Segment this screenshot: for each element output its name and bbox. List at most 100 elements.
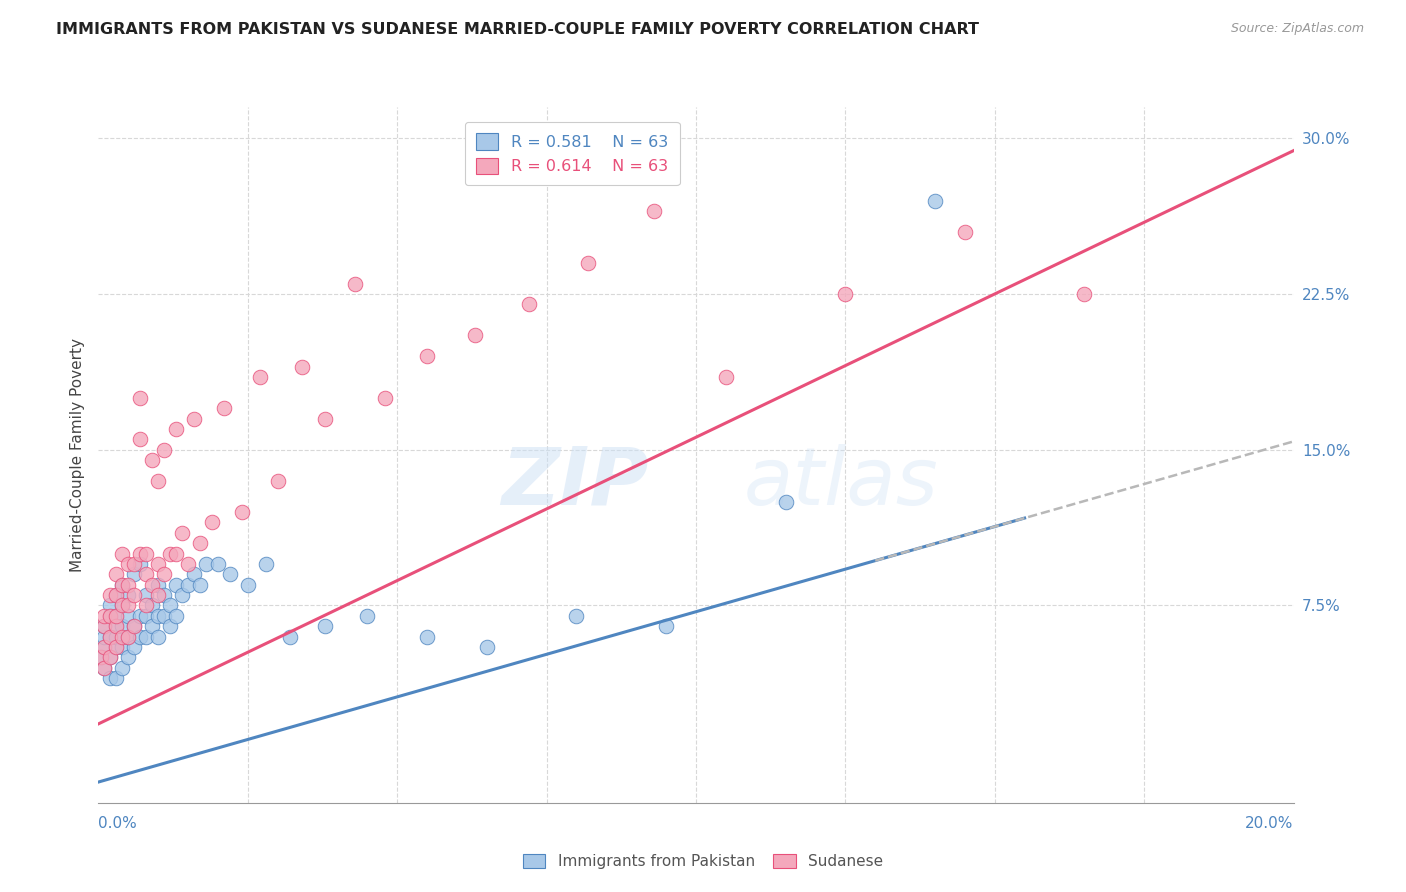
Point xyxy=(105,588,128,602)
Point xyxy=(117,630,139,644)
Point xyxy=(924,194,946,208)
Point xyxy=(111,578,134,592)
Point xyxy=(177,557,200,571)
Point xyxy=(100,650,122,665)
Point xyxy=(219,567,242,582)
Point xyxy=(124,557,146,571)
Point xyxy=(105,640,128,654)
Point xyxy=(374,391,396,405)
Point xyxy=(578,256,600,270)
Point xyxy=(117,630,139,644)
Point xyxy=(93,619,115,633)
Point xyxy=(315,411,337,425)
Point xyxy=(100,588,122,602)
Point xyxy=(201,516,224,530)
Point xyxy=(90,650,112,665)
Point xyxy=(124,619,146,633)
Point xyxy=(93,608,115,623)
Point xyxy=(177,578,200,592)
Point xyxy=(344,277,367,291)
Point xyxy=(100,671,122,685)
Point xyxy=(416,349,439,363)
Point xyxy=(129,433,152,447)
Point xyxy=(165,608,187,623)
Point xyxy=(117,650,139,665)
Point xyxy=(183,567,205,582)
Point xyxy=(141,578,163,592)
Point xyxy=(93,619,115,633)
Legend: R = 0.581    N = 63, R = 0.614    N = 63: R = 0.581 N = 63, R = 0.614 N = 63 xyxy=(465,122,679,186)
Point xyxy=(148,588,170,602)
Point xyxy=(117,557,139,571)
Point xyxy=(111,547,134,561)
Point xyxy=(159,547,181,561)
Point xyxy=(153,567,176,582)
Point xyxy=(655,619,678,633)
Point xyxy=(100,608,122,623)
Point xyxy=(105,567,128,582)
Point xyxy=(93,640,115,654)
Point xyxy=(117,599,139,613)
Point xyxy=(153,608,176,623)
Point xyxy=(195,557,218,571)
Point xyxy=(111,599,134,613)
Point xyxy=(100,630,122,644)
Point xyxy=(100,650,122,665)
Point xyxy=(207,557,229,571)
Y-axis label: Married-Couple Family Poverty: Married-Couple Family Poverty xyxy=(69,338,84,572)
Point xyxy=(111,599,134,613)
Point xyxy=(141,619,163,633)
Point xyxy=(565,608,588,623)
Point xyxy=(315,619,337,633)
Point xyxy=(159,619,181,633)
Point xyxy=(129,630,152,644)
Point xyxy=(953,225,976,239)
Point xyxy=(135,630,157,644)
Point xyxy=(135,608,157,623)
Point xyxy=(100,630,122,644)
Point xyxy=(165,547,187,561)
Point xyxy=(141,599,163,613)
Point xyxy=(183,411,205,425)
Point xyxy=(135,599,157,613)
Point xyxy=(416,630,439,644)
Point xyxy=(643,203,665,218)
Point xyxy=(236,578,259,592)
Point xyxy=(278,630,301,644)
Point xyxy=(356,608,378,623)
Point xyxy=(834,287,856,301)
Point xyxy=(188,578,211,592)
Point xyxy=(111,630,134,644)
Point xyxy=(254,557,277,571)
Point xyxy=(172,525,194,540)
Point xyxy=(129,557,152,571)
Point xyxy=(148,474,170,488)
Point xyxy=(267,474,290,488)
Point xyxy=(153,588,176,602)
Point xyxy=(148,578,170,592)
Point xyxy=(188,536,211,550)
Point xyxy=(148,608,170,623)
Point xyxy=(517,297,540,311)
Point xyxy=(291,359,314,374)
Point xyxy=(172,588,194,602)
Point xyxy=(775,494,797,508)
Point xyxy=(117,578,139,592)
Point xyxy=(714,370,737,384)
Text: IMMIGRANTS FROM PAKISTAN VS SUDANESE MARRIED-COUPLE FAMILY POVERTY CORRELATION C: IMMIGRANTS FROM PAKISTAN VS SUDANESE MAR… xyxy=(56,22,979,37)
Point xyxy=(93,661,115,675)
Point xyxy=(249,370,271,384)
Point xyxy=(117,588,139,602)
Point xyxy=(129,608,152,623)
Point xyxy=(124,567,146,582)
Point xyxy=(105,588,128,602)
Point xyxy=(148,557,170,571)
Point xyxy=(129,547,152,561)
Point xyxy=(135,588,157,602)
Point xyxy=(93,630,115,644)
Point xyxy=(159,599,181,613)
Point xyxy=(105,619,128,633)
Point xyxy=(1073,287,1095,301)
Point xyxy=(100,599,122,613)
Point xyxy=(135,547,157,561)
